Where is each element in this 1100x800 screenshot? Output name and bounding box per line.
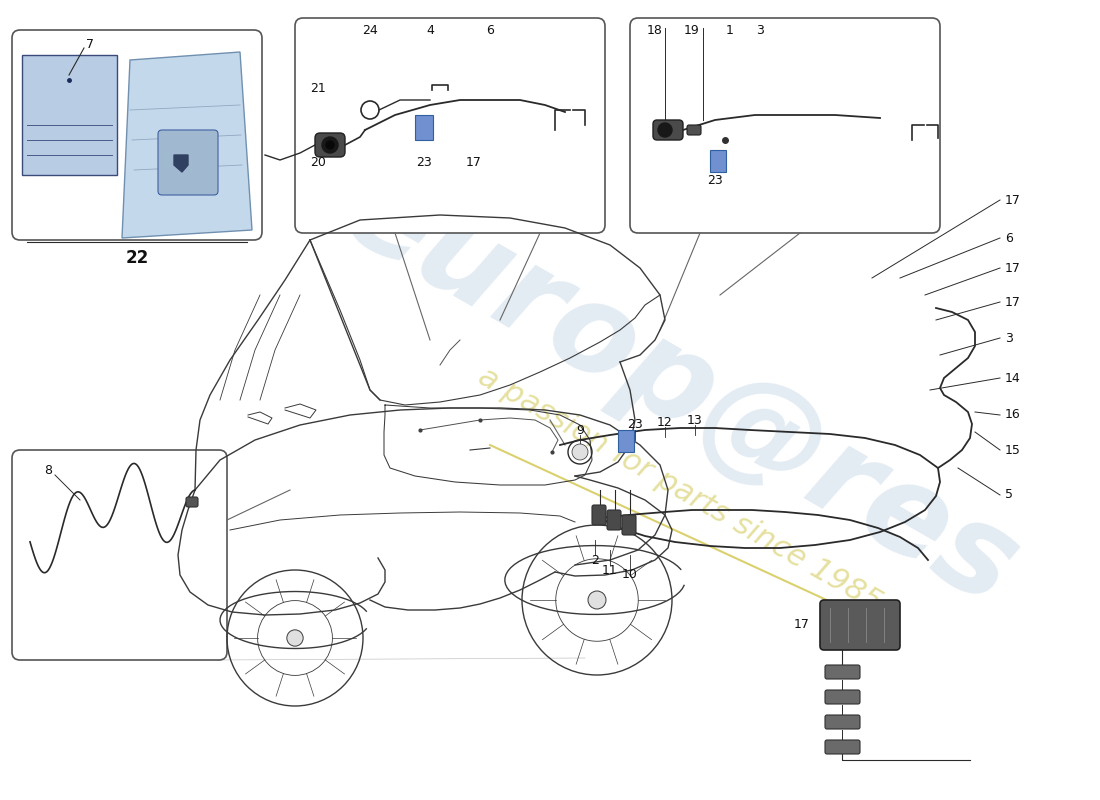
Circle shape bbox=[658, 123, 672, 137]
Text: 17: 17 bbox=[794, 618, 810, 631]
Text: 10: 10 bbox=[623, 569, 638, 582]
Polygon shape bbox=[174, 155, 188, 172]
FancyBboxPatch shape bbox=[630, 18, 940, 233]
Polygon shape bbox=[122, 52, 252, 238]
FancyBboxPatch shape bbox=[607, 510, 621, 530]
FancyBboxPatch shape bbox=[12, 30, 262, 240]
Text: 3: 3 bbox=[756, 23, 763, 37]
FancyBboxPatch shape bbox=[820, 600, 900, 650]
Text: 6: 6 bbox=[1005, 231, 1013, 245]
FancyBboxPatch shape bbox=[710, 150, 726, 172]
Text: 24: 24 bbox=[362, 23, 378, 37]
FancyBboxPatch shape bbox=[825, 715, 860, 729]
Text: 13: 13 bbox=[688, 414, 703, 426]
Text: 6: 6 bbox=[486, 23, 494, 37]
Text: 8: 8 bbox=[44, 463, 52, 477]
Text: 19: 19 bbox=[684, 23, 700, 37]
FancyBboxPatch shape bbox=[618, 430, 634, 452]
Text: 17: 17 bbox=[1005, 194, 1021, 206]
Text: 22: 22 bbox=[125, 249, 148, 267]
Text: 20: 20 bbox=[310, 155, 326, 169]
Circle shape bbox=[588, 591, 606, 609]
Circle shape bbox=[326, 141, 334, 149]
FancyBboxPatch shape bbox=[315, 133, 345, 157]
Text: 15: 15 bbox=[1005, 443, 1021, 457]
Text: 23: 23 bbox=[416, 155, 432, 169]
FancyBboxPatch shape bbox=[12, 450, 227, 660]
FancyBboxPatch shape bbox=[621, 515, 636, 535]
Text: 18: 18 bbox=[647, 23, 663, 37]
Text: 4: 4 bbox=[426, 23, 433, 37]
Text: 21: 21 bbox=[310, 82, 326, 94]
Text: 11: 11 bbox=[602, 563, 618, 577]
Text: 3: 3 bbox=[1005, 331, 1013, 345]
FancyBboxPatch shape bbox=[653, 120, 683, 140]
Text: 9: 9 bbox=[576, 423, 584, 437]
Text: 23: 23 bbox=[627, 418, 642, 431]
FancyBboxPatch shape bbox=[415, 115, 433, 140]
FancyBboxPatch shape bbox=[158, 130, 218, 195]
FancyBboxPatch shape bbox=[825, 740, 860, 754]
Text: 16: 16 bbox=[1005, 409, 1021, 422]
FancyBboxPatch shape bbox=[22, 55, 117, 175]
Text: 14: 14 bbox=[1005, 371, 1021, 385]
Text: 17: 17 bbox=[466, 155, 482, 169]
FancyBboxPatch shape bbox=[825, 690, 860, 704]
Circle shape bbox=[322, 137, 338, 153]
FancyBboxPatch shape bbox=[688, 125, 701, 135]
Text: 1: 1 bbox=[726, 23, 734, 37]
Text: 7: 7 bbox=[86, 38, 94, 50]
Text: 2: 2 bbox=[591, 554, 598, 566]
Text: europ@res: europ@res bbox=[322, 149, 1037, 631]
Text: a passion for parts since 1985: a passion for parts since 1985 bbox=[473, 362, 887, 618]
Text: 5: 5 bbox=[1005, 489, 1013, 502]
FancyBboxPatch shape bbox=[825, 665, 860, 679]
Circle shape bbox=[287, 630, 304, 646]
FancyBboxPatch shape bbox=[295, 18, 605, 233]
Text: 23: 23 bbox=[707, 174, 723, 186]
FancyBboxPatch shape bbox=[592, 505, 606, 525]
Text: 12: 12 bbox=[657, 415, 673, 429]
FancyBboxPatch shape bbox=[186, 497, 198, 507]
Text: 17: 17 bbox=[1005, 295, 1021, 309]
Circle shape bbox=[572, 444, 588, 460]
Text: 17: 17 bbox=[1005, 262, 1021, 274]
